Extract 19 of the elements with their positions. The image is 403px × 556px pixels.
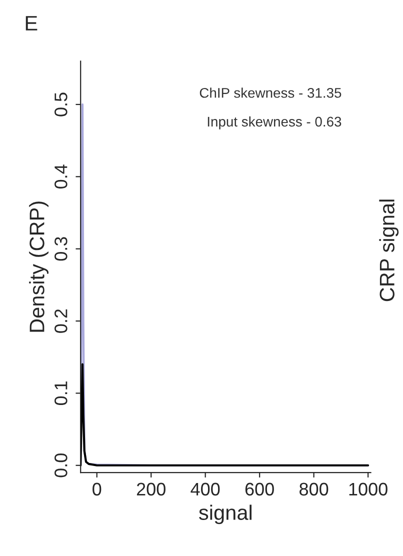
- y-tick-label: 0.5: [54, 92, 68, 116]
- x-tick-label: 400: [190, 482, 220, 496]
- annotation: Input skewness - 0.63: [208, 116, 342, 130]
- y-tick-label: 0.4: [54, 164, 68, 188]
- annotation: ChIP skewness - 31.35: [200, 88, 342, 98]
- chart-title: E: [26, 16, 38, 30]
- y-tick-label: 0.2: [54, 309, 68, 333]
- y-tick-label: 0.0: [54, 454, 68, 478]
- x-tick-label: 0: [92, 482, 102, 496]
- x-tick-label: 600: [245, 482, 274, 496]
- y-tick-label: 0.3: [54, 237, 68, 261]
- y-tick-label: 0.1: [54, 382, 68, 406]
- x-tick-label: 1000: [349, 482, 388, 496]
- line-series: [80, 363, 370, 466]
- x-axis-title: signal: [199, 504, 252, 524]
- x-tick-label: 800: [300, 482, 328, 496]
- y-axis-title: Density (CRP): [29, 202, 48, 332]
- x-tick-label: 200: [136, 482, 166, 496]
- y2-axis-title: CRP signal: [379, 200, 399, 302]
